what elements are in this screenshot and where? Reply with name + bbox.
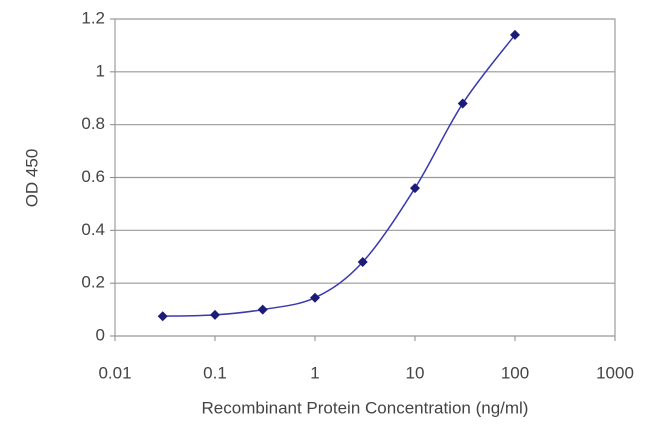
data-point (157, 311, 168, 322)
x-axis-label: Recombinant Protein Concentration (ng/ml… (202, 398, 529, 417)
data-line (162, 34, 516, 317)
x-tick-label: 0.1 (203, 363, 227, 382)
data-point (257, 304, 268, 315)
data-point (410, 183, 420, 194)
data-point (310, 292, 320, 303)
y-tick-label: 1.2 (81, 8, 105, 27)
data-point (510, 29, 520, 40)
y-tick-label: 0.4 (81, 220, 105, 239)
data-point (357, 257, 368, 268)
x-tick-label: 1000 (596, 363, 634, 382)
y-tick-label: 1 (96, 61, 105, 80)
y-tick-label: 0 (96, 325, 105, 344)
x-tick-label: 0.01 (98, 363, 131, 382)
x-tick-label: 1 (310, 363, 319, 382)
x-tick-label: 100 (501, 363, 529, 382)
data-point (210, 309, 220, 320)
y-axis-label: OD 450 (22, 149, 41, 208)
y-tick-label: 0.8 (81, 114, 105, 133)
y-tick-label: 0.6 (81, 167, 105, 186)
x-tick-label: 10 (406, 363, 425, 382)
data-point (457, 98, 468, 109)
y-tick-label: 0.2 (81, 273, 105, 292)
